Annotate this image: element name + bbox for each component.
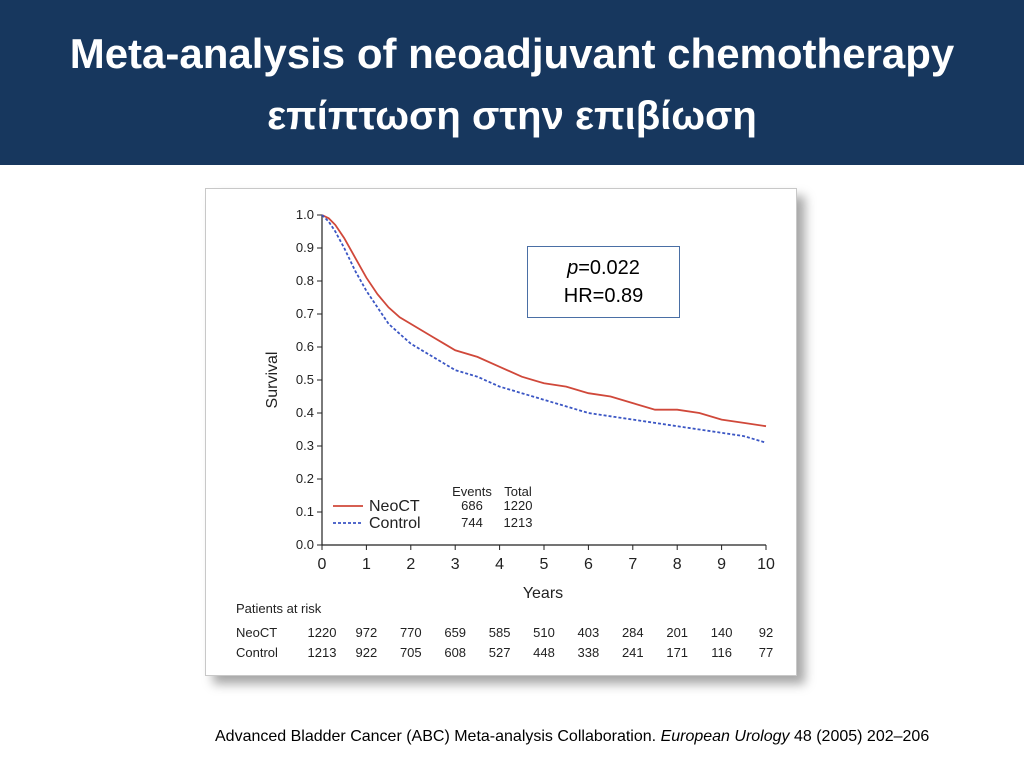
legend-events-value: 686 <box>461 498 483 513</box>
at-risk-value: 241 <box>622 645 644 660</box>
legend-label-control: Control <box>369 515 421 532</box>
patients-at-risk-table: Patients at risk NeoCT 1220 972 770 659 585 51… <box>236 601 773 660</box>
chart-series <box>321 214 767 444</box>
legend-events-header: Events <box>452 484 492 499</box>
at-risk-value: 1220 <box>308 625 337 640</box>
x-tick-label: 0 <box>318 556 327 573</box>
x-tick-label: 1 <box>362 556 371 573</box>
citation-journal: European Urology <box>660 728 790 745</box>
at-risk-value: 338 <box>578 645 600 660</box>
at-risk-value: 116 <box>711 645 732 660</box>
series-line-neoct <box>321 214 767 428</box>
at-risk-value: 140 <box>711 625 733 640</box>
y-tick-label: 0.6 <box>296 339 314 354</box>
at-risk-value: 510 <box>533 625 555 640</box>
citation-authors: Advanced Bladder Cancer (ABC) Meta-analy… <box>215 728 657 745</box>
at-risk-value: 770 <box>400 625 422 640</box>
x-tick-label: 9 <box>717 556 726 573</box>
x-tick-label: 5 <box>540 556 549 573</box>
x-tick-label: 7 <box>628 556 637 573</box>
x-tick-label: 6 <box>584 556 593 573</box>
chart-legend: Events Total NeoCT 686 1220 Control 744 1213 <box>333 484 532 532</box>
slide-subtitle: επίπτωση στην επιβίωση <box>267 94 757 138</box>
at-risk-value: 171 <box>666 645 688 660</box>
survival-figure <box>205 188 797 676</box>
citation-details: 48 (2005) 202–206 <box>793 728 930 745</box>
y-tick-label: 0.3 <box>296 438 314 453</box>
stats-box: p=0.022 HR=0.89 <box>527 246 680 318</box>
at-risk-row-label: Control <box>236 645 278 660</box>
at-risk-value: 972 <box>356 625 378 640</box>
y-tick-label: 0.8 <box>296 273 314 288</box>
x-tick-label: 2 <box>406 556 415 573</box>
legend-total-value: 1220 <box>504 498 533 513</box>
at-risk-value: 922 <box>356 645 378 660</box>
at-risk-value: 527 <box>489 645 511 660</box>
x-tick-label: 3 <box>451 556 460 573</box>
at-risk-value: 201 <box>666 625 688 640</box>
y-tick-label: 0.7 <box>296 306 314 321</box>
slide-header: Meta-analysis of neoadjuvant chemotherap… <box>0 0 1024 165</box>
at-risk-value: 608 <box>444 645 466 660</box>
y-tick-label: 0.1 <box>296 504 314 519</box>
citation: Advanced Bladder Cancer (ABC) Meta-analy… <box>215 728 929 746</box>
at-risk-value: 659 <box>444 625 466 640</box>
series-line-control <box>321 214 767 444</box>
chart-ticks: 0.0 0.1 0.2 0.3 0.4 0.5 0.6 0.7 0.8 0.9 1.0 0 1 2 3 4 5 6… <box>296 207 775 573</box>
y-tick-label: 0.0 <box>296 537 314 552</box>
p-label: p <box>567 257 579 279</box>
slide-title: Meta-analysis of neoadjuvant chemotherap… <box>69 30 955 77</box>
y-tick-label: 0.9 <box>296 240 314 255</box>
p-value-line: p=0.022 <box>528 254 679 282</box>
at-risk-header: Patients at risk <box>236 601 322 616</box>
at-risk-value: 448 <box>533 645 555 660</box>
legend-events-value: 744 <box>461 515 483 530</box>
y-tick-label: 1.0 <box>296 207 314 222</box>
p-value: =0.022 <box>578 257 640 279</box>
x-tick-label: 10 <box>757 556 775 573</box>
x-tick-label: 8 <box>673 556 682 573</box>
at-risk-value: 705 <box>400 645 422 660</box>
at-risk-value: 77 <box>759 645 773 660</box>
y-tick-label: 0.2 <box>296 471 314 486</box>
at-risk-value: 403 <box>578 625 600 640</box>
legend-label-neoct: NeoCT <box>369 498 420 515</box>
at-risk-row-label: NeoCT <box>236 625 277 640</box>
hazard-ratio: HR=0.89 <box>563 285 644 307</box>
y-tick-label: 0.5 <box>296 372 314 387</box>
x-tick-label: 4 <box>495 556 504 573</box>
at-risk-value: 284 <box>622 625 644 640</box>
legend-total-value: 1213 <box>504 515 533 530</box>
y-tick-label: 0.4 <box>296 405 314 420</box>
y-axis-label: Survival <box>264 352 281 409</box>
x-axis-label: Years <box>523 585 563 602</box>
at-risk-value: 585 <box>489 625 511 640</box>
legend-total-header: Total <box>504 484 532 499</box>
at-risk-value: 92 <box>759 625 773 640</box>
at-risk-value: 1213 <box>308 645 337 660</box>
